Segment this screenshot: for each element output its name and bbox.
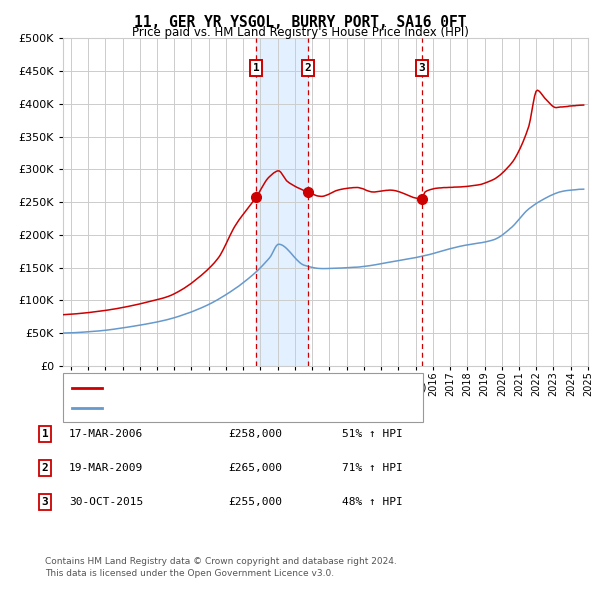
Text: 51% ↑ HPI: 51% ↑ HPI [342, 429, 403, 438]
Text: £265,000: £265,000 [228, 463, 282, 473]
Text: 71% ↑ HPI: 71% ↑ HPI [342, 463, 403, 473]
Text: 2: 2 [41, 463, 49, 473]
Text: £255,000: £255,000 [228, 497, 282, 507]
Text: 48% ↑ HPI: 48% ↑ HPI [342, 497, 403, 507]
Text: 11, GER YR YSGOL, BURRY PORT, SA16 0FT (detached house): 11, GER YR YSGOL, BURRY PORT, SA16 0FT (… [108, 383, 427, 393]
Bar [256, 38, 308, 366]
Text: 19-MAR-2009: 19-MAR-2009 [69, 463, 143, 473]
Text: 3: 3 [41, 497, 49, 507]
Text: 3: 3 [419, 63, 425, 73]
Text: This data is licensed under the Open Government Licence v3.0.: This data is licensed under the Open Gov… [45, 569, 334, 578]
Text: 2: 2 [305, 63, 311, 73]
Text: Price paid vs. HM Land Registry's House Price Index (HPI): Price paid vs. HM Land Registry's House … [131, 26, 469, 39]
Text: 17-MAR-2006: 17-MAR-2006 [69, 429, 143, 438]
Text: HPI: Average price, detached house, Carmarthenshire: HPI: Average price, detached house, Carm… [108, 404, 389, 414]
Text: Contains HM Land Registry data © Crown copyright and database right 2024.: Contains HM Land Registry data © Crown c… [45, 557, 397, 566]
Text: £258,000: £258,000 [228, 429, 282, 438]
Text: 1: 1 [253, 63, 260, 73]
Text: 1: 1 [41, 429, 49, 438]
Text: 11, GER YR YSGOL, BURRY PORT, SA16 0FT: 11, GER YR YSGOL, BURRY PORT, SA16 0FT [134, 15, 466, 30]
Text: 30-OCT-2015: 30-OCT-2015 [69, 497, 143, 507]
